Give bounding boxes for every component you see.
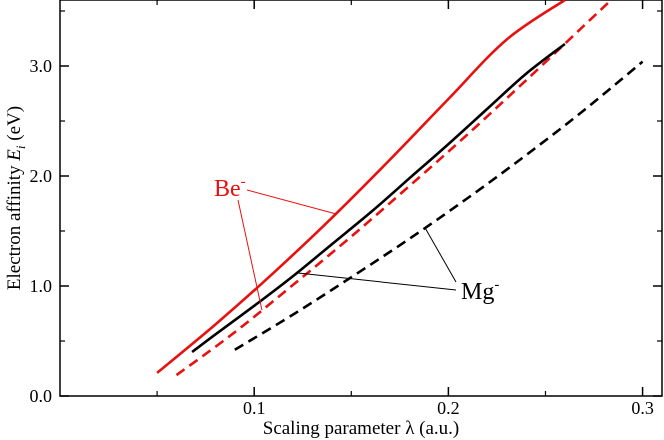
y-tick-label: 2.0 (30, 166, 53, 186)
annotation-leaders (237, 189, 457, 311)
series-group (156, 0, 644, 377)
annotation-leader-line (296, 272, 457, 291)
axis-ticks: 0.1 0.2 0.3 0.0 1.0 2.0 3.0 (30, 0, 662, 418)
mg-dashed-line (234, 60, 644, 351)
annotation-be: Be- (214, 174, 246, 202)
annotation-leader-line (246, 189, 336, 215)
x-tick-label: 0.2 (437, 398, 460, 418)
be-solid-line (156, 0, 566, 374)
plot-frame (59, 0, 663, 397)
x-tick-label: 0.3 (631, 398, 654, 418)
y-tick-label: 3.0 (30, 56, 53, 76)
y-tick-label: 1.0 (30, 276, 53, 296)
y-tick-label: 0.0 (30, 386, 53, 406)
annotation-leader-line (424, 227, 457, 283)
x-tick-label: 0.1 (243, 398, 266, 418)
x-axis-label: Scaling parameter λ (a.u.) (263, 418, 460, 439)
mg-solid-line (191, 42, 566, 354)
y-axis-label: Electron affinity Ei (eV) (4, 106, 28, 290)
annotation-mg: Mg- (461, 277, 499, 305)
annotation-leader-line (237, 199, 263, 311)
